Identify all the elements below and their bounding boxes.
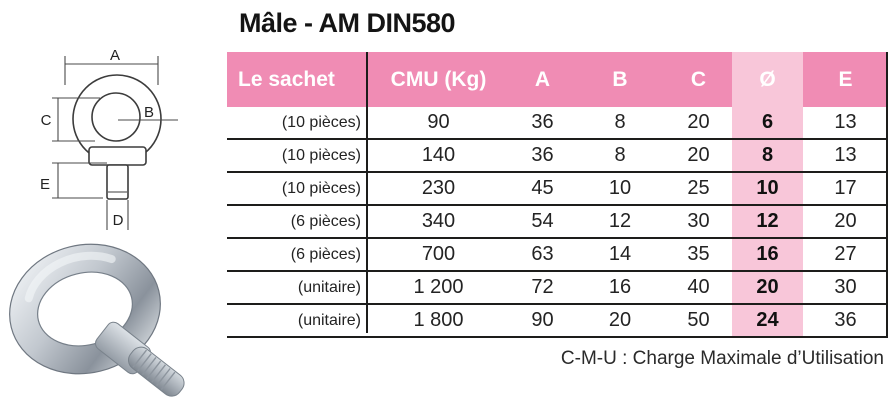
cell-sachet: (10 pièces) <box>281 113 361 131</box>
cell-diameter: 20 <box>732 272 803 303</box>
dim-label-a: A <box>110 47 120 64</box>
cell-e: 20 <box>834 210 857 232</box>
dim-label-c: C <box>41 112 52 129</box>
table-header-row: Le sachet CMU (Kg) A B C Ø E <box>227 52 888 107</box>
product-photo <box>9 243 185 397</box>
cell-e: 36 <box>834 309 857 331</box>
shank <box>106 164 129 200</box>
col-header-e: E <box>838 67 853 91</box>
cell-diameter: 6 <box>732 107 803 138</box>
table-row: (unitaire) 1 200 72 16 40 20 30 <box>227 272 888 305</box>
cell-c: 25 <box>687 177 710 199</box>
cell-b: 12 <box>608 210 632 232</box>
cell-sachet: (unitaire) <box>297 278 361 296</box>
cell-diameter: 12 <box>732 206 803 237</box>
dimension-lines <box>52 56 178 230</box>
cell-a: 72 <box>531 276 554 298</box>
col-header-a: A <box>534 67 551 91</box>
cell-diameter: 8 <box>732 140 803 171</box>
cell-a: 36 <box>531 111 554 133</box>
col-header-b: B <box>612 67 628 91</box>
cell-sachet: (10 pièces) <box>281 146 361 164</box>
table-row: (6 pièces) 340 54 12 30 12 20 <box>227 206 888 239</box>
table-row: (10 pièces) 230 45 10 25 10 17 <box>227 173 888 206</box>
table-right-border <box>886 52 888 338</box>
cell-sachet: (6 pièces) <box>290 245 361 263</box>
cell-sachet: (6 pièces) <box>290 212 361 230</box>
spec-table: Le sachet CMU (Kg) A B C Ø E (10 pièces)… <box>227 52 888 338</box>
dim-line-a <box>64 56 159 85</box>
cell-cmu: 90 <box>427 111 450 133</box>
photo-ring-inner-edge <box>37 271 133 347</box>
dim-label-b: B <box>144 104 154 121</box>
cell-e: 30 <box>834 276 857 298</box>
cell-c: 20 <box>687 144 710 166</box>
cell-cmu: 700 <box>421 243 456 265</box>
photo-thread-lines <box>132 349 176 390</box>
dimension-diagram-icon: A B C E D <box>40 47 178 230</box>
photo-ring-highlight <box>24 251 116 303</box>
cell-c: 40 <box>687 276 710 298</box>
table-row: (6 pièces) 700 63 14 35 16 27 <box>227 239 888 272</box>
dimension-labels: A B C E D <box>40 47 156 229</box>
cell-b: 16 <box>608 276 632 298</box>
dim-label-d: D <box>113 212 124 229</box>
col-header-sachet: Le sachet <box>238 67 335 91</box>
page-title: Mâle - AM DIN580 <box>239 8 456 38</box>
cell-a: 36 <box>531 144 554 166</box>
cell-cmu: 340 <box>421 210 456 232</box>
cell-e: 17 <box>834 177 857 199</box>
cell-b: 10 <box>608 177 632 199</box>
table-row: (10 pièces) 90 36 8 20 6 13 <box>227 107 888 140</box>
cell-b: 8 <box>614 144 626 166</box>
cell-a: 54 <box>531 210 554 232</box>
dim-label-e: E <box>40 176 50 193</box>
ring-hole <box>91 92 141 142</box>
cell-diameter: 24 <box>732 305 803 336</box>
col-header-c: C <box>690 67 707 91</box>
cell-a: 45 <box>531 177 554 199</box>
cell-c: 20 <box>687 111 710 133</box>
cell-cmu: 1 200 <box>413 276 464 298</box>
cell-c: 35 <box>687 243 710 265</box>
cell-sachet: (unitaire) <box>297 311 361 329</box>
cell-cmu: 230 <box>421 177 456 199</box>
cell-c: 50 <box>687 309 710 331</box>
table-row: (unitaire) 1 800 90 20 50 24 36 <box>227 305 888 338</box>
cell-sachet: (10 pièces) <box>281 179 361 197</box>
dim-line-c <box>52 97 100 142</box>
cell-e: 13 <box>834 111 857 133</box>
photo-ring-outer-edge <box>9 243 161 375</box>
cell-a: 90 <box>531 309 554 331</box>
col-header-cmu: CMU (Kg) <box>390 67 487 91</box>
photo-shank <box>127 346 185 397</box>
cell-b: 14 <box>608 243 632 265</box>
cell-a: 63 <box>531 243 554 265</box>
cell-diameter: 16 <box>732 239 803 270</box>
eyebolt-photo <box>9 243 185 397</box>
cell-diameter: 10 <box>732 173 803 204</box>
collar <box>88 146 147 166</box>
cell-b: 8 <box>614 111 626 133</box>
table-row: (10 pièces) 140 36 8 20 8 13 <box>227 140 888 173</box>
dim-line-e <box>52 162 107 199</box>
cell-b: 20 <box>608 309 632 331</box>
cmu-footnote: C-M-U : Charge Maximale d’Utilisation <box>560 348 884 369</box>
eyebolt-outline <box>72 74 162 200</box>
column-divider-line <box>366 52 368 333</box>
cell-cmu: 1 800 <box>413 309 464 331</box>
cell-cmu: 140 <box>421 144 456 166</box>
dim-line-d <box>106 200 129 230</box>
cell-e: 27 <box>834 243 857 265</box>
cell-c: 30 <box>687 210 710 232</box>
cell-e: 13 <box>834 144 857 166</box>
col-header-diameter: Ø <box>732 52 803 107</box>
